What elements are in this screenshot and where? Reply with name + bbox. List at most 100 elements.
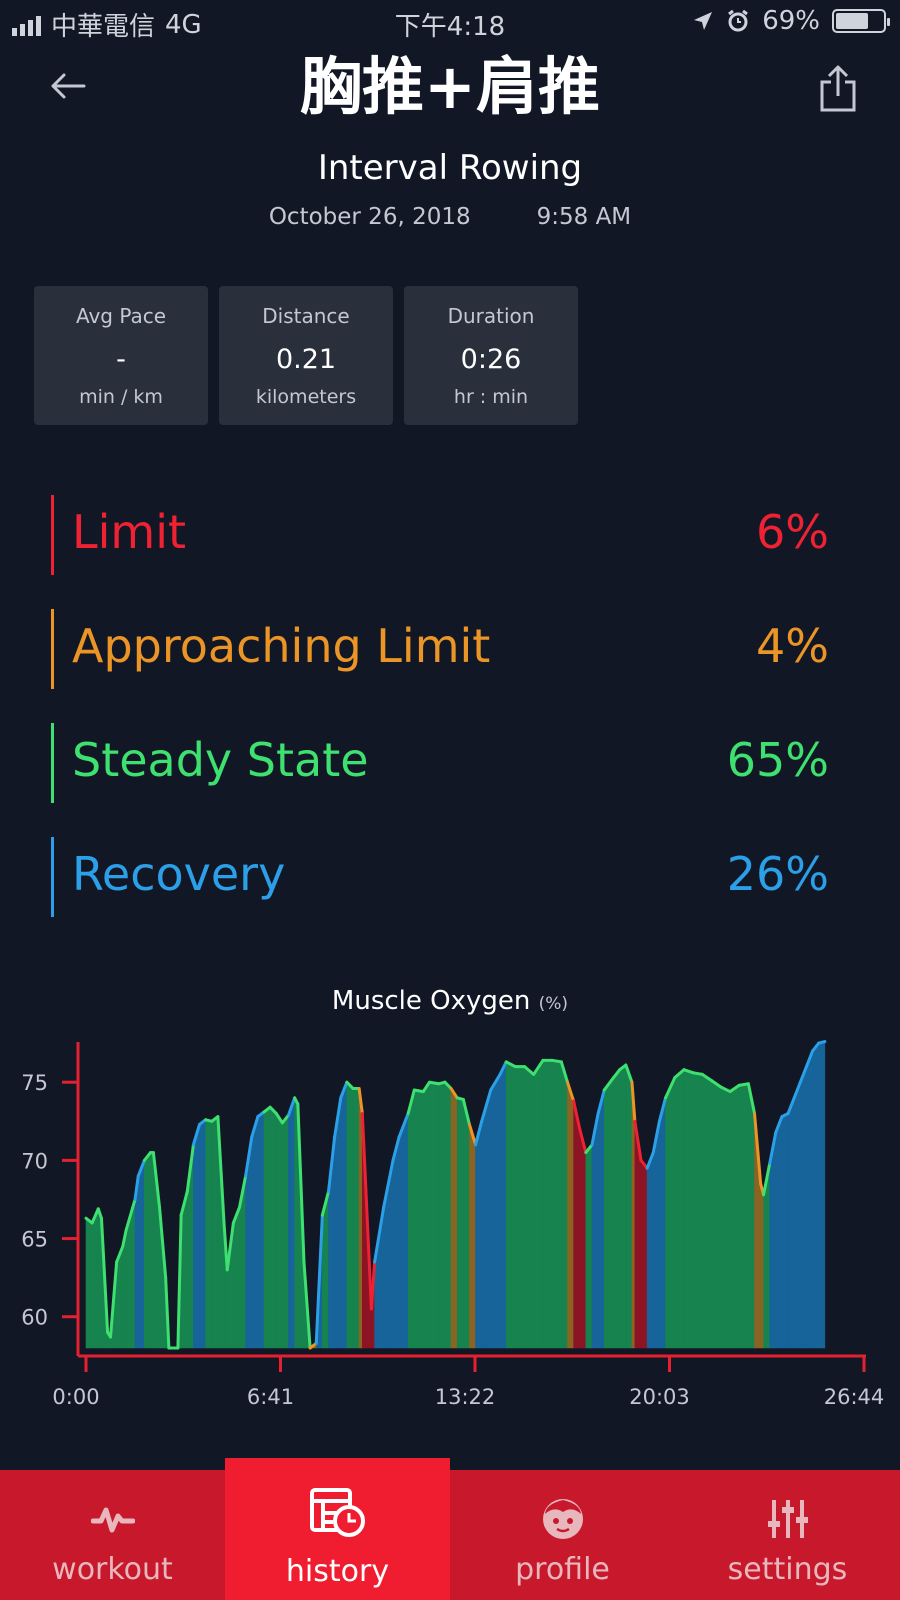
chart-line-segment xyxy=(596,1088,606,1115)
chart-line-segment xyxy=(792,1080,802,1100)
chart-line-segment xyxy=(115,1244,125,1264)
chart-line-segment xyxy=(700,1072,714,1083)
workout-type: Interval Rowing xyxy=(317,148,583,188)
chart-area-segment xyxy=(579,1129,587,1349)
chart-line-segment xyxy=(369,1260,377,1311)
chart-area-segment xyxy=(275,1112,283,1349)
chart-line-segment xyxy=(559,1060,569,1084)
chart-area-segment xyxy=(748,1083,755,1349)
signal-icon xyxy=(12,14,41,36)
chart-area-segment xyxy=(701,1073,712,1349)
chart-area-segment xyxy=(806,1050,813,1349)
chart-line-segment xyxy=(673,1068,686,1080)
chart-line-segment xyxy=(179,1190,189,1217)
workout-meta: October 26, 2018 9:58 AM xyxy=(0,204,900,230)
chart-area-segment xyxy=(514,1066,525,1349)
chart-line-segment xyxy=(489,1072,502,1092)
stat-cards: Avg Pace - min / km Distance 0.21 kilome… xyxy=(34,286,578,425)
x-tick-label: 26:44 xyxy=(824,1385,885,1409)
chart-area-segment xyxy=(263,1106,271,1349)
x-tick-label: 13:22 xyxy=(435,1385,496,1409)
chart-line-segment xyxy=(90,1207,100,1225)
chart-area-segment xyxy=(775,1116,783,1349)
stat-label: Avg Pace xyxy=(75,304,167,328)
stat-label: Distance xyxy=(262,304,350,328)
chart-line-segment xyxy=(630,1080,637,1123)
chart-area-segment xyxy=(781,1112,789,1349)
chart-area-segment xyxy=(481,1089,492,1349)
chart-line-segment xyxy=(753,1111,763,1186)
face-icon xyxy=(542,1499,583,1539)
status-bar: 中華電信 4G 下午4:18 69% xyxy=(0,0,900,44)
nav-label: history xyxy=(285,1554,390,1589)
chart-line-segment xyxy=(237,1174,248,1209)
chart-line-segment xyxy=(185,1143,195,1194)
chart-area-segment xyxy=(346,1081,354,1349)
chart-line-segment xyxy=(136,1158,146,1178)
nav-profile[interactable]: profile xyxy=(450,1470,675,1600)
chart-area-segment xyxy=(787,1097,795,1349)
chart-line-segment xyxy=(737,1082,750,1087)
chart-area-segment xyxy=(456,1097,464,1349)
chart-area-segment xyxy=(413,1089,424,1349)
network-type: 4G xyxy=(165,9,202,40)
bottom-nav: workout history profile settings xyxy=(0,1458,900,1600)
chart-area-segment xyxy=(288,1097,295,1349)
chart-line-segment xyxy=(274,1111,284,1125)
nav-settings[interactable]: settings xyxy=(675,1470,900,1600)
chart-line-segment xyxy=(333,1096,343,1139)
zone-name: Steady State xyxy=(72,733,369,787)
chart-area-segment xyxy=(91,1208,99,1349)
nav-workout[interactable]: workout xyxy=(0,1470,225,1600)
chart-line-segment xyxy=(786,1096,796,1115)
chart-area-segment xyxy=(533,1059,544,1349)
chart-area-segment xyxy=(542,1060,553,1349)
zone-name: Recovery xyxy=(72,847,286,901)
chart-line-segment xyxy=(449,1086,459,1100)
nav-label: profile xyxy=(515,1552,610,1587)
chart-area-segment xyxy=(619,1064,627,1349)
chart-line-segment xyxy=(645,1151,655,1170)
nav-history[interactable]: history xyxy=(225,1458,450,1600)
share-button[interactable] xyxy=(818,64,862,114)
chart-line-segment xyxy=(191,1122,202,1147)
chart-line-segment xyxy=(657,1096,668,1123)
chart-area-segment xyxy=(659,1097,666,1349)
chart-area-segment xyxy=(144,1151,151,1349)
chart-line-segment xyxy=(225,1221,235,1272)
chart-line-segment xyxy=(523,1065,536,1076)
arrow-left-icon xyxy=(51,73,86,99)
chart-area-segment xyxy=(450,1087,458,1349)
chart-line-segment xyxy=(572,1099,582,1131)
chart-line-segment xyxy=(216,1115,226,1225)
chart-line-segment xyxy=(682,1068,695,1075)
chart-line-segment xyxy=(121,1229,128,1248)
chart-area-segment xyxy=(429,1081,440,1349)
chart-line-segment xyxy=(817,1040,827,1045)
chart-unit: (%) xyxy=(538,994,569,1014)
stat-card-avg-pace: Avg Pace - min / km xyxy=(34,286,208,425)
chart-line-segment xyxy=(296,1102,306,1264)
chart-line-segment xyxy=(798,1065,808,1084)
chart-area-segment xyxy=(573,1100,581,1349)
chart-line-segment xyxy=(710,1079,723,1089)
chart-line-segment xyxy=(339,1080,349,1100)
chart-title: Muscle Oxygen (%) xyxy=(0,986,900,1016)
chart-line-segment xyxy=(691,1071,704,1076)
zone-percent: 6% xyxy=(756,505,829,559)
back-button[interactable] xyxy=(46,64,90,108)
chart-area-segment xyxy=(683,1069,694,1349)
chart-line-segment xyxy=(427,1080,441,1086)
chart-area-segment xyxy=(585,1143,593,1349)
workout-date: October 26, 2018 xyxy=(268,204,471,230)
nav-label: workout xyxy=(52,1552,173,1587)
chart-area-segment xyxy=(392,1136,400,1349)
chart-title-text: Muscle Oxygen xyxy=(331,986,531,1016)
chart-line-segment xyxy=(762,1162,772,1197)
status-right: 69% xyxy=(692,6,890,36)
chart-line-segment xyxy=(397,1111,410,1139)
chart-line-segment xyxy=(474,1119,484,1147)
chart-line-segment xyxy=(280,1113,291,1125)
chart-area-segment xyxy=(711,1080,721,1349)
zone-name: Approaching Limit xyxy=(72,619,491,673)
